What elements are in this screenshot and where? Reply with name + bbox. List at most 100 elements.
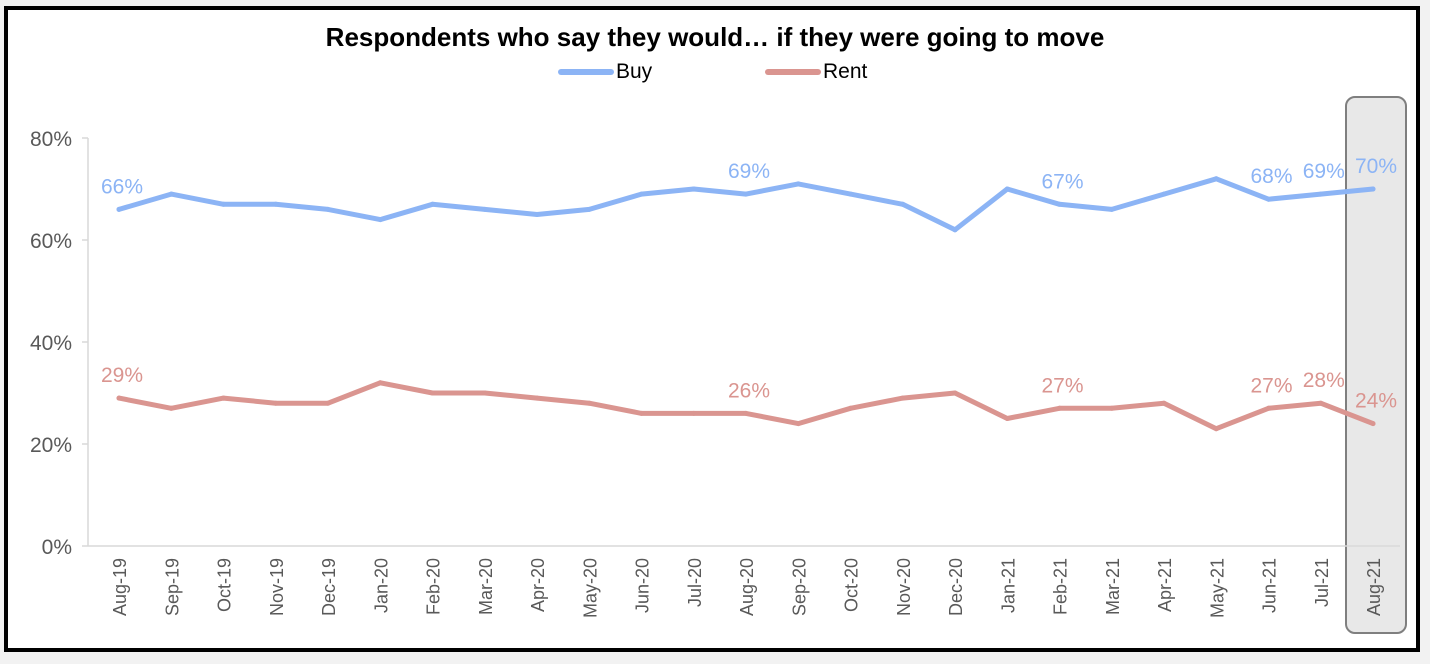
data-point-rent	[325, 400, 331, 406]
data-label-buy: 70%	[1355, 155, 1397, 178]
data-point-rent	[1318, 400, 1324, 406]
data-point-rent	[952, 390, 958, 396]
chart-title: Respondents who say they would… if they …	[325, 22, 1105, 52]
x-tick-label: May-20	[580, 558, 600, 618]
data-point-buy	[691, 186, 697, 192]
data-point-buy	[1004, 186, 1010, 192]
series-line-buy	[116, 176, 1376, 233]
data-point-rent	[1004, 416, 1010, 421]
data-label-rent: 24%	[1355, 390, 1397, 413]
x-tick-label: Mar-21	[1103, 558, 1123, 615]
data-point-buy	[900, 201, 906, 207]
legend-item-buy: Buy	[558, 60, 652, 84]
data-point-rent	[743, 410, 749, 416]
data-point-rent	[1266, 405, 1271, 411]
data-point-buy	[586, 206, 592, 212]
highlight-box	[1345, 96, 1407, 634]
data-point-rent	[1370, 421, 1376, 427]
x-tick-label: Aug-21	[1364, 558, 1384, 616]
data-point-rent	[116, 395, 122, 401]
data-label-buy: 69%	[728, 160, 770, 183]
data-point-buy	[221, 201, 226, 207]
data-point-rent	[273, 400, 279, 406]
data-point-rent	[900, 395, 906, 401]
data-point-buy	[1161, 191, 1167, 197]
x-tick-label: Feb-20	[424, 558, 444, 615]
x-tick-label: May-21	[1207, 558, 1227, 618]
data-point-rent	[795, 421, 801, 427]
legend: Buy Rent	[0, 60, 1430, 88]
data-point-buy	[1370, 186, 1376, 192]
data-point-rent	[1161, 400, 1167, 406]
data-point-buy	[430, 201, 435, 207]
x-tick-label: Aug-19	[110, 558, 130, 616]
data-label-rent: 28%	[1303, 369, 1345, 392]
x-tick-label: Apr-20	[528, 558, 548, 612]
legend-swatch-buy	[558, 69, 614, 75]
data-label-buy: 67%	[1041, 170, 1083, 193]
data-point-buy	[639, 191, 644, 197]
data-point-rent	[1057, 405, 1062, 411]
data-point-rent	[482, 390, 488, 396]
data-point-buy	[743, 191, 749, 197]
x-tick-label: Oct-20	[842, 558, 862, 612]
data-point-rent	[221, 395, 226, 401]
data-point-buy	[116, 206, 122, 212]
y-tick-label: 40%	[30, 332, 72, 355]
data-point-rent	[639, 410, 644, 416]
x-tick-label: Sep-20	[789, 558, 809, 616]
data-point-rent	[168, 405, 174, 411]
x-tick-label: Mar-20	[476, 558, 496, 615]
x-tick-label: Jul-21	[1312, 558, 1332, 607]
data-label-rent: 29%	[101, 364, 143, 387]
data-point-buy	[325, 206, 331, 212]
x-tick-label: Nov-19	[267, 558, 287, 616]
data-point-buy	[952, 227, 958, 233]
data-point-rent	[848, 405, 853, 411]
x-tick-label: Sep-19	[162, 558, 182, 616]
legend-item-rent: Rent	[765, 60, 867, 84]
data-point-rent	[430, 390, 435, 396]
data-point-rent	[377, 380, 383, 386]
data-point-rent	[691, 410, 697, 416]
data-point-buy	[1318, 191, 1324, 197]
x-tick-label: Nov-20	[894, 558, 914, 616]
x-tick-label: Aug-20	[737, 558, 757, 616]
y-tick-label: 20%	[30, 434, 72, 457]
data-point-buy	[482, 206, 488, 212]
legend-label-buy: Buy	[616, 60, 653, 83]
data-point-buy	[534, 212, 540, 217]
y-tick-label: 80%	[30, 128, 72, 151]
data-label-buy: 68%	[1250, 165, 1292, 188]
data-label-buy: 69%	[1303, 160, 1345, 183]
legend-swatch-rent	[765, 69, 821, 75]
data-point-buy	[848, 191, 853, 197]
chart-frame	[4, 6, 1420, 652]
x-tick-label: Oct-19	[215, 558, 235, 612]
x-tick-label: Apr-21	[1155, 558, 1175, 612]
x-tick-label: Feb-21	[1051, 558, 1071, 615]
legend-label-rent: Rent	[823, 60, 868, 83]
x-tick-label: Jan-21	[998, 558, 1018, 613]
data-point-buy	[1057, 201, 1062, 207]
data-point-buy	[1266, 196, 1271, 202]
x-tick-label: Jul-20	[685, 558, 705, 607]
data-point-buy	[795, 181, 801, 187]
x-tick-label: Jun-20	[633, 558, 653, 613]
x-tick-label: Dec-20	[946, 558, 966, 616]
data-point-buy	[1109, 206, 1115, 212]
data-point-buy	[1213, 176, 1219, 182]
data-point-rent	[1109, 405, 1115, 411]
data-point-rent	[586, 400, 592, 406]
data-label-rent: 27%	[1041, 374, 1083, 397]
y-tick-label: 60%	[30, 230, 72, 253]
data-point-rent	[534, 395, 540, 401]
data-point-buy	[377, 217, 383, 223]
x-tick-label: Jun-21	[1260, 558, 1280, 613]
x-tick-label: Jan-20	[371, 558, 391, 613]
data-label-rent: 26%	[728, 379, 770, 402]
data-label-buy: 66%	[101, 175, 143, 198]
data-point-buy	[168, 191, 174, 197]
y-tick-label: 0%	[42, 536, 72, 559]
